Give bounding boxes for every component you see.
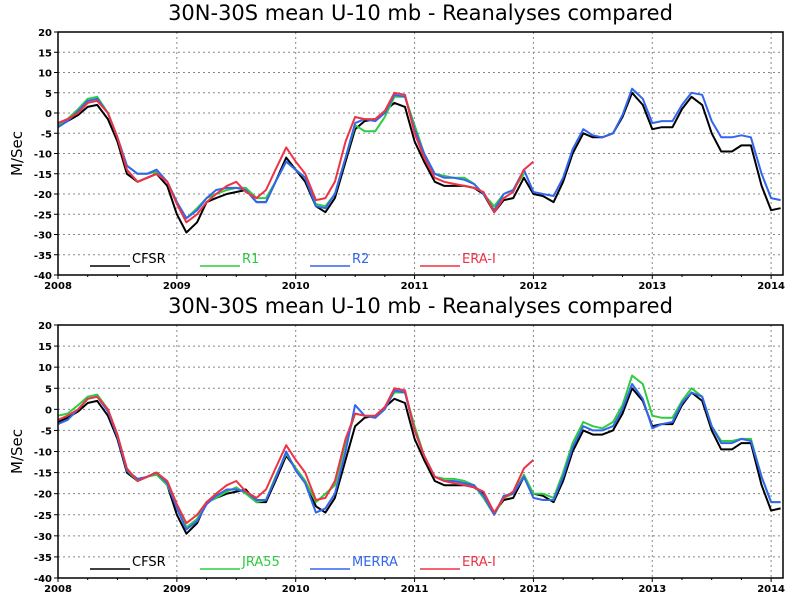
x-tick-label: 2010 — [282, 584, 310, 595]
x-tick-label: 2010 — [282, 281, 310, 292]
y-tick-label: 20 — [38, 321, 52, 332]
bottom-chart-panel: 30N-30S mean U-10 mb - Reanalyses compar… — [8, 294, 785, 595]
x-tick-label: 2012 — [519, 281, 547, 292]
x-tick-label: 2008 — [44, 584, 72, 595]
y-tick-label: -10 — [34, 448, 52, 459]
legend-label-cfsr: CFSR — [132, 252, 166, 267]
y-tick-label: -10 — [34, 150, 52, 161]
x-tick-label: 2009 — [163, 281, 191, 292]
series-line-cfsr — [57, 387, 781, 535]
top-chart-panel: 30N-30S mean U-10 mb - Reanalyses compar… — [8, 1, 785, 292]
y-tick-label: 5 — [45, 89, 52, 100]
y-tick-label: -20 — [34, 190, 52, 201]
x-tick-label: 2013 — [638, 281, 666, 292]
series-line-cfsr — [57, 91, 781, 234]
y-axis-label: M/Sec — [8, 429, 26, 474]
series-line-merra — [57, 383, 781, 531]
chart-title: 30N-30S mean U-10 mb - Reanalyses compar… — [168, 294, 673, 318]
x-tick-label: 2011 — [401, 584, 429, 595]
y-tick-label: -15 — [34, 469, 52, 480]
y-axis-label: M/Sec — [8, 131, 26, 176]
y-tick-label: -35 — [34, 553, 52, 564]
legend-label-jra55: JRA55 — [241, 555, 280, 570]
x-tick-label: 2014 — [757, 281, 785, 292]
plot-frame — [57, 31, 784, 276]
y-tick-label: -20 — [34, 490, 52, 501]
y-tick-label: -25 — [34, 210, 52, 221]
y-tick-label: 10 — [38, 69, 52, 80]
y-tick-label: 0 — [45, 405, 52, 416]
y-tick-label: 20 — [38, 28, 52, 39]
y-tick-label: 15 — [38, 342, 52, 353]
y-tick-label: 10 — [38, 363, 52, 374]
y-tick-label: -5 — [41, 426, 52, 437]
y-tick-label: -25 — [34, 511, 52, 522]
y-tick-label: -5 — [41, 129, 52, 140]
y-tick-label: -35 — [34, 251, 52, 262]
legend-label-cfsr: CFSR — [132, 555, 166, 570]
x-tick-label: 2014 — [757, 584, 785, 595]
y-tick-label: -40 — [34, 271, 52, 282]
legend-label-era-i: ERA-I — [462, 555, 496, 570]
y-tick-label: 15 — [38, 48, 52, 59]
y-tick-label: -30 — [34, 532, 52, 543]
x-tick-label: 2008 — [44, 281, 72, 292]
legend-label-merra: MERRA — [352, 555, 398, 570]
series-line-r1 — [57, 95, 525, 220]
legend-label-r1: R1 — [242, 252, 259, 267]
legend-label-era-i: ERA-I — [462, 252, 496, 267]
series-line-era-i — [57, 91, 535, 224]
y-tick-label: -15 — [34, 170, 52, 181]
legend-label-r2: R2 — [352, 252, 369, 267]
x-tick-label: 2012 — [519, 584, 547, 595]
chart-title: 30N-30S mean U-10 mb - Reanalyses compar… — [168, 1, 673, 25]
series-line-era-i — [57, 387, 535, 525]
y-tick-label: 5 — [45, 384, 52, 395]
x-tick-label: 2009 — [163, 584, 191, 595]
x-tick-label: 2013 — [638, 584, 666, 595]
y-tick-label: -40 — [34, 574, 52, 585]
series-line-r2 — [57, 87, 781, 220]
y-tick-label: 0 — [45, 109, 52, 120]
plot-frame — [57, 324, 784, 579]
x-tick-label: 2011 — [401, 281, 429, 292]
y-tick-label: -30 — [34, 231, 52, 242]
